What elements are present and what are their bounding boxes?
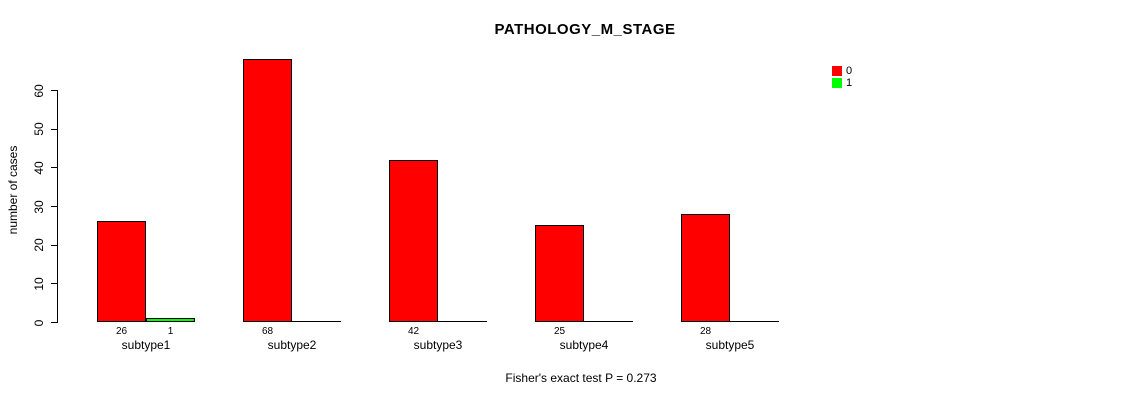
- legend-label-1: 1: [846, 76, 853, 89]
- legend-label-0: 0: [846, 65, 853, 77]
- bar-value-label: 68: [261, 326, 274, 337]
- group-baseline: [681, 321, 779, 322]
- x-category-label: subtype3: [413, 338, 463, 352]
- x-category-label: subtype2: [267, 338, 317, 352]
- legend-swatch-1: [832, 77, 842, 88]
- bar-subtype2-series-0: [243, 59, 292, 322]
- y-tick: [51, 167, 58, 169]
- y-tick: [51, 244, 58, 246]
- bar-value-label: 25: [553, 326, 566, 337]
- bar-value-label: 28: [699, 326, 712, 337]
- y-tick-label: 60: [32, 83, 46, 98]
- y-tick: [51, 206, 58, 207]
- group-baseline: [535, 321, 633, 322]
- y-tick-label: 40: [32, 161, 46, 175]
- bar-value-label: 26: [115, 326, 128, 337]
- bar-subtype1-series-0: [97, 221, 146, 322]
- caption: Fisher's exact test P = 0.273: [505, 371, 657, 385]
- x-category-label: subtype5: [705, 338, 755, 352]
- y-tick-label: 20: [32, 238, 46, 252]
- y-tick: [51, 90, 58, 91]
- bar-subtype1-series-1: [146, 318, 195, 322]
- chart-title: PATHOLOGY_M_STAGE: [494, 21, 676, 38]
- bar-subtype4-series-0: [535, 225, 584, 322]
- y-tick-label: 50: [32, 122, 46, 136]
- bar-value-label: 42: [407, 326, 420, 337]
- y-tick: [51, 283, 58, 285]
- y-tick-label: 0: [32, 319, 46, 326]
- group-baseline: [389, 321, 487, 322]
- y-axis-label: number of cases: [6, 145, 20, 235]
- bar-value-label: 1: [167, 326, 174, 337]
- y-tick-label: 30: [32, 199, 46, 214]
- y-tick-label: 10: [32, 277, 46, 291]
- x-category-label: subtype1: [121, 338, 171, 352]
- x-category-label: subtype4: [559, 338, 609, 352]
- group-baseline: [243, 321, 341, 322]
- legend-swatch-0: [832, 66, 842, 76]
- bar-subtype5-series-0: [681, 213, 730, 322]
- bar-subtype3-series-0: [389, 159, 438, 322]
- y-tick: [51, 322, 58, 323]
- y-tick: [51, 128, 58, 130]
